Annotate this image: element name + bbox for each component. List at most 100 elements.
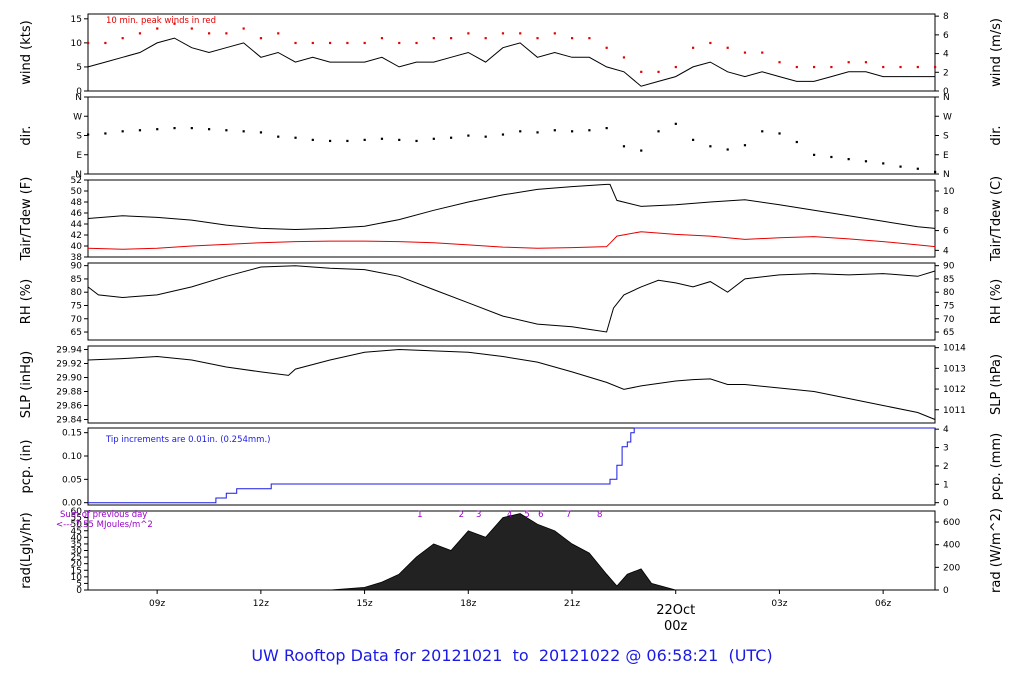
dir-ylabel: dir. [19,125,34,145]
wind-point [277,32,280,35]
temperature-series-line [87,183,936,231]
dir-point [709,145,712,148]
wind-ylabel: wind (kts) [19,20,34,84]
dir-point [208,128,211,131]
dir-point [847,158,850,161]
dir-point [346,139,349,143]
slp-ylabel: SLP (inHg) [19,351,34,419]
temperature-series-line [87,231,936,250]
dir-point [726,148,729,151]
wind-frame [87,13,936,92]
wind-point [87,41,90,45]
wind-point [484,37,487,40]
slp-ytick-right-label: 1012 [943,385,966,395]
wind-point [709,41,712,45]
wind-point [622,56,626,59]
radiation-ytick-right-label: 400 [943,541,960,551]
temperature-ylabel: Tair/Tdew (F) [19,177,34,262]
radiation-marker: 1 [417,510,422,520]
rh-ytick-right-label: 75 [943,301,954,311]
dir-point [795,140,798,144]
dir-point [813,153,816,156]
dir-point [830,155,833,159]
dir-point [657,130,660,133]
time-xtick-label: 15z [356,599,372,609]
wind-point [346,41,349,45]
radiation-ytick-label: 60 [71,507,83,517]
temperature-ytick-label: 42 [71,231,82,241]
dir-point [501,133,505,136]
temperature-ytick-label: 50 [71,187,83,197]
radiation-ytick-label: 10 [71,573,83,583]
rh-ytick-label: 90 [71,262,83,272]
rh-ytick-label: 75 [71,301,82,311]
dir-point [259,131,263,134]
radiation-ytick-label: 30 [71,547,83,557]
temperature-ytick-right-label: 8 [943,207,949,217]
precip-ytick-label: 0.15 [62,429,82,439]
dir-point [571,130,574,133]
radiation-ytick-right-label: 600 [943,518,960,528]
wind-ytick-right-label: 2 [943,68,949,78]
slp-ytick-right-label: 1011 [943,406,966,416]
rh-frame [87,262,936,341]
precip-ytick-right-label: 4 [943,425,949,435]
wind-ytick-right-label: 4 [943,50,949,60]
wind-point [674,65,677,69]
dir-point [450,136,453,139]
wind-point [536,37,539,40]
dir-point [242,130,245,133]
dir-point [674,122,677,125]
dir-point [398,138,401,141]
time-xtick-label: 21z [564,599,580,609]
wind-point [899,65,902,69]
rh-ytick-right-label: 85 [943,275,954,285]
dir-point [778,132,781,135]
slp-ytick-label: 29.92 [56,360,82,370]
wind-point [864,61,868,64]
wind-point [916,65,919,69]
date-sublabel: 00z [664,619,688,634]
wind-point [830,65,833,69]
slp-ytick-label: 29.84 [56,416,82,426]
dir-ytick-right-label: S [943,132,949,142]
temperature-ytick-label: 46 [71,209,83,219]
dir-point [190,127,193,130]
dir-ytick-label: S [76,132,82,142]
dir-point [138,129,142,132]
radiation-ytick-label: 55 [71,514,82,524]
precip-ytick-right-label: 2 [943,462,949,472]
radiation-marker: 5 [524,510,529,520]
wind-point [242,27,245,30]
dir-ytick-right-label: E [943,151,949,161]
wind-point [432,37,435,40]
rh-ytick-label: 85 [71,275,82,285]
dir-point [484,135,487,138]
dir-point [916,167,919,170]
dir-point [743,144,747,147]
wind-point [294,41,297,45]
wind-point [415,41,418,45]
time-xtick-label: 06z [875,599,891,609]
time-xtick-label: 09z [149,599,165,609]
temperature-ytick-right-label: 4 [943,246,949,256]
wind-point [398,41,401,45]
radiation-ytick-label: 25 [71,553,82,563]
precip-ylabel: pcp. (in) [19,440,34,494]
precip-ytick-label: 0.05 [62,475,82,485]
radiation-area [88,513,935,591]
dir-point [173,127,176,130]
wind-point [934,65,937,69]
dir-point [882,162,885,165]
slp-ytick-right-label: 1014 [943,344,966,354]
wind-ytick-label: 5 [76,63,82,73]
wind-point [225,32,228,35]
radiation-ytick-label: 20 [71,560,83,570]
radiation-ytick-label: 0 [76,586,82,596]
dir-point [934,170,937,174]
time-xtick-label: 12z [253,599,269,609]
wind-point [208,32,211,35]
wind-point [605,46,608,49]
wind-ytick-right-label: 6 [943,31,949,41]
radiation-ytick-label: 45 [71,527,82,537]
